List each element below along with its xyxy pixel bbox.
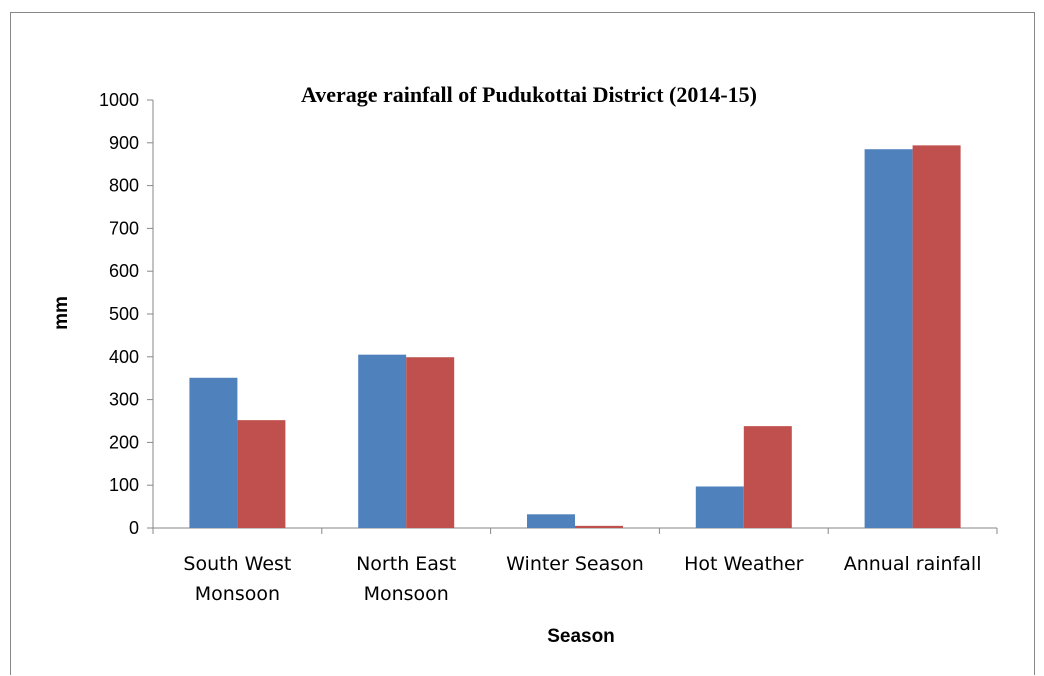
x-category-label: Winter Season (506, 553, 644, 575)
x-category-label: South West (183, 553, 291, 575)
x-category-label: Hot Weather (684, 553, 804, 575)
y-tick-label: 200 (109, 432, 139, 452)
chart-frame (10, 12, 1035, 675)
y-tick-label: 600 (109, 261, 139, 281)
bars (189, 145, 961, 529)
chart-title: Average rainfall of Pudukottai District … (301, 82, 757, 107)
bar-series-1-category-3 (527, 514, 575, 528)
bar-series-2-category-4 (743, 426, 792, 528)
y-tick-label: 1000 (99, 90, 139, 110)
y-tick-label: 0 (129, 518, 139, 538)
y-tick-label: 300 (109, 390, 139, 410)
x-category-label: Monsoon (195, 583, 280, 605)
bar-series-1-category-5 (864, 149, 913, 528)
x-ticks: South West Monsoon North East Monsoon Winter… (152, 528, 998, 605)
y-axis-label: mm (51, 296, 72, 330)
bar-series-1-category-2 (358, 354, 407, 528)
y-tick-label: 700 (109, 218, 139, 238)
x-axis-label: Season (547, 626, 615, 647)
bar-series-2-category-1 (237, 420, 286, 528)
bar-series-1-category-4 (695, 486, 744, 528)
bar-series-2-category-3 (575, 525, 623, 528)
bar-series-2-category-5 (912, 145, 961, 529)
x-category-label: Monsoon (364, 583, 449, 605)
bar-series-1-category-1 (189, 377, 238, 528)
bar-series-2-category-2 (406, 357, 455, 528)
x-category-label: Annual rainfall (844, 553, 982, 575)
y-tick-label: 900 (109, 133, 139, 153)
y-ticks: 0 100 200 300 400 500 600 700 800 900 1000 (99, 90, 153, 538)
y-tick-label: 400 (109, 347, 139, 367)
y-tick-label: 100 (109, 475, 139, 495)
y-tick-label: 800 (109, 176, 139, 196)
y-tick-label: 500 (109, 304, 139, 324)
x-category-label: North East (356, 553, 456, 575)
